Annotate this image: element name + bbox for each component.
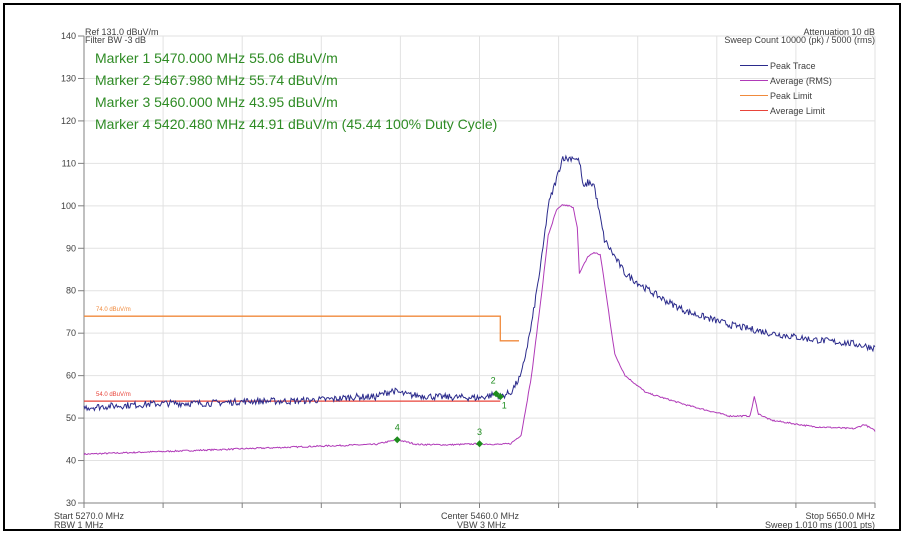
rbw-label: RBW 1 MHz xyxy=(54,520,104,530)
y-tick-label-130: 130 xyxy=(61,73,76,83)
center-frequency-label: Center 5460.0 MHz xyxy=(441,511,520,521)
y-tick-label-30: 30 xyxy=(66,498,76,508)
sweep-time-label: Sweep 1.010 ms (1001 pts) xyxy=(764,520,875,530)
y-tick-label-120: 120 xyxy=(61,116,76,126)
filter-bw-label: Filter BW -3 dB xyxy=(85,35,147,45)
spectrum-chart: 30 40 50 60 70 80 90 100 110 120 130 140 74.0 dBuV/m… xyxy=(61,31,876,508)
peak-limit-label: 74.0 dBuV/m xyxy=(96,307,131,313)
marker-readout-1: Marker 1 5470.000 MHz 55.06 dBuV/m xyxy=(95,50,338,66)
y-tick-label-90: 90 xyxy=(66,243,76,253)
legend-label-average: Average (RMS) xyxy=(770,76,832,86)
average-limit-label: 54.0 dBuV/m xyxy=(96,392,131,398)
y-tick-label-70: 70 xyxy=(66,328,76,338)
marker-diamond-3 xyxy=(476,440,483,448)
y-tick-label-60: 60 xyxy=(66,371,76,381)
stop-frequency-label: Stop 5650.0 MHz xyxy=(805,511,875,521)
y-tick-label-100: 100 xyxy=(61,201,76,211)
marker-number-1: 1 xyxy=(502,401,507,411)
y-tick-label-50: 50 xyxy=(66,413,76,423)
legend-swatch-average xyxy=(740,80,768,81)
legend-swatch-peak-limit xyxy=(740,95,768,96)
peak-trace xyxy=(83,154,876,412)
y-tick-label-80: 80 xyxy=(66,286,76,296)
peak-limit-line xyxy=(84,315,519,342)
y-tick-label-110: 110 xyxy=(62,158,76,168)
marker-readout-4: Marker 4 5420.480 MHz 44.91 dBuV/m (45.4… xyxy=(95,116,498,132)
marker-diamond-4 xyxy=(393,436,401,444)
attenuation-label: Attenuation 10 dB xyxy=(803,27,875,37)
legend-label-peak-trace: Peak Trace xyxy=(770,61,816,71)
marker-number-3: 3 xyxy=(477,427,482,437)
y-tick-label-140: 140 xyxy=(61,31,76,41)
legend-swatch-peak-trace xyxy=(740,65,768,66)
sweep-count-label: Sweep Count 10000 (pk) / 5000 (rms) xyxy=(724,35,875,45)
legend-label-average-limit: Average Limit xyxy=(770,106,825,116)
legend-swatch-average-limit xyxy=(740,110,768,111)
marker-diamond-2 xyxy=(492,390,500,398)
marker-number-2: 2 xyxy=(491,376,496,386)
analyzer-frame: 30 40 50 60 70 80 90 100 110 120 130 140 74.0 dBuV/m… xyxy=(3,3,901,531)
vbw-label: VBW 3 MHz xyxy=(457,520,507,530)
marker-readout-3: Marker 3 5460.000 MHz 43.95 dBuV/m xyxy=(95,94,338,110)
marker-diamond-1 xyxy=(496,393,504,401)
marker-number-4: 4 xyxy=(395,423,400,433)
legend-label-peak-limit: Peak Limit xyxy=(770,91,813,101)
start-frequency-label: Start 5270.0 MHz xyxy=(54,511,125,521)
y-tick-label-40: 40 xyxy=(66,456,76,466)
marker-readout-2: Marker 2 5467.980 MHz 55.74 dBuV/m xyxy=(95,72,338,88)
ref-level-label: Ref 131.0 dBuV/m xyxy=(85,27,159,37)
